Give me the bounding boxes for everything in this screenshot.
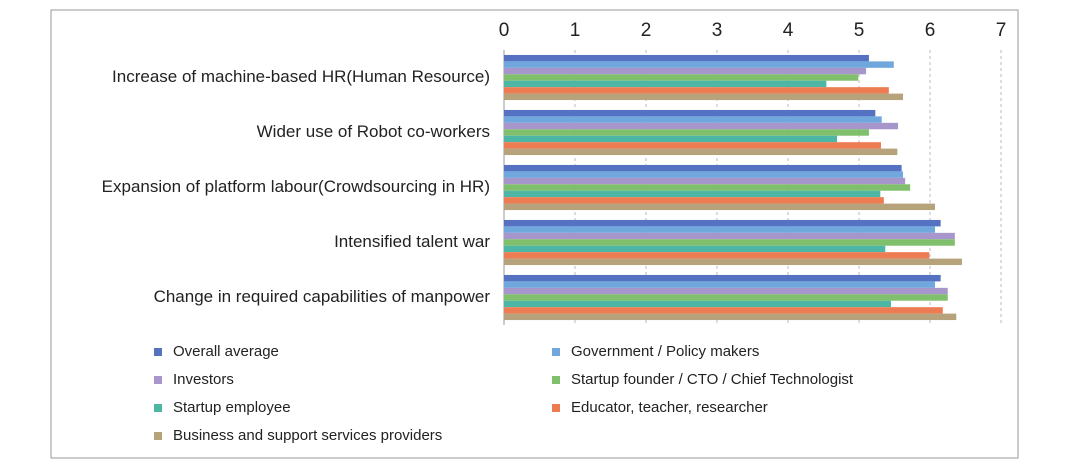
bar xyxy=(504,184,911,191)
bar xyxy=(504,219,941,227)
legend-label: Business and support services providers xyxy=(173,427,442,444)
bar xyxy=(504,203,935,211)
bar xyxy=(504,142,882,149)
legend-label: Overall average xyxy=(173,343,279,360)
bar xyxy=(504,274,941,282)
bar xyxy=(504,93,904,101)
x-tick-label: 7 xyxy=(996,20,1007,41)
bar xyxy=(504,67,867,75)
x-tick-label: 3 xyxy=(712,20,723,41)
y-tick-label: Increase of machine-based HR(Human Resou… xyxy=(112,67,490,86)
legend-marker xyxy=(154,376,162,384)
bar xyxy=(504,239,955,246)
bar xyxy=(504,252,930,259)
legend-marker xyxy=(154,404,162,412)
legend-marker xyxy=(154,432,162,440)
bar xyxy=(504,190,881,198)
x-tick-label: 5 xyxy=(854,20,865,41)
bar xyxy=(504,164,902,172)
bar xyxy=(504,135,837,143)
bar xyxy=(504,232,955,240)
bar xyxy=(504,74,859,81)
legend-label: Government / Policy makers xyxy=(571,343,759,360)
bar xyxy=(504,148,898,156)
bar xyxy=(504,197,884,204)
x-tick-label: 2 xyxy=(641,20,652,41)
legend-label: Educator, teacher, researcher xyxy=(571,399,768,416)
bar xyxy=(504,294,948,301)
bar xyxy=(504,300,891,308)
bar xyxy=(504,54,869,62)
bar xyxy=(504,122,899,130)
legend-marker xyxy=(552,376,560,384)
y-tick-label: Intensified talent war xyxy=(334,232,490,251)
y-tick-label: Expansion of platform labour(Crowdsourci… xyxy=(102,177,490,196)
x-tick-label: 6 xyxy=(925,20,936,41)
bar xyxy=(504,307,943,314)
bar xyxy=(504,116,882,123)
y-tick-label: Change in required capabilities of manpo… xyxy=(154,287,491,306)
legend-label: Startup founder / CTO / Chief Technologi… xyxy=(571,371,854,388)
legend-label: Investors xyxy=(173,371,234,388)
bar xyxy=(504,287,948,295)
bar xyxy=(504,281,935,288)
legend-marker xyxy=(154,348,162,356)
bar xyxy=(504,171,904,178)
bar xyxy=(504,61,894,68)
x-tick-label: 1 xyxy=(570,20,581,41)
bar xyxy=(504,80,827,88)
bar xyxy=(504,226,935,233)
bar xyxy=(504,177,906,185)
legend-marker xyxy=(552,348,560,356)
bar xyxy=(504,245,886,253)
bar xyxy=(504,258,962,266)
legend-label: Startup employee xyxy=(173,399,291,416)
legend-marker xyxy=(552,404,560,412)
bar xyxy=(504,129,869,136)
x-tick-label: 0 xyxy=(499,20,510,41)
bar xyxy=(504,313,957,321)
bar xyxy=(504,87,889,94)
bar xyxy=(504,109,876,117)
y-tick-label: Wider use of Robot co-workers xyxy=(257,122,490,141)
x-tick-label: 4 xyxy=(783,20,794,41)
